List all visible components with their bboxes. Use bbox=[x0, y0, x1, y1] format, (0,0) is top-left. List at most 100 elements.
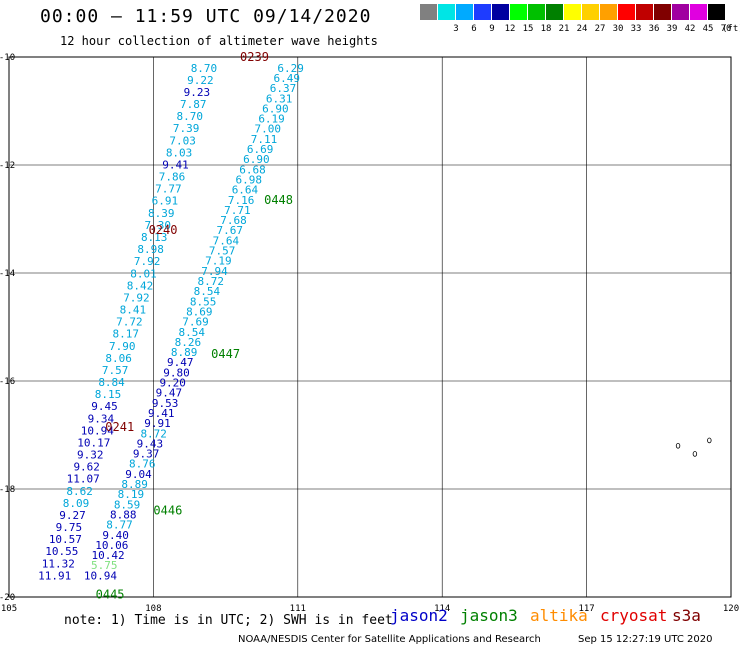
track-a-value: 7.90 bbox=[109, 340, 136, 353]
track-b-value: 7.71 bbox=[224, 204, 251, 217]
track-a-value: 7.86 bbox=[159, 171, 186, 184]
legend-label: 6 bbox=[471, 24, 477, 34]
track-a-value: 8.70 bbox=[191, 62, 218, 75]
legend-unit: (ft) bbox=[722, 24, 740, 34]
island-outline bbox=[675, 442, 681, 449]
x-tick-label: 108 bbox=[145, 604, 161, 614]
chart-title: 00:00 – 11:59 UTC 09/14/2020 bbox=[40, 6, 372, 27]
track-b-value: 8.26 bbox=[175, 336, 202, 349]
track-b-value: 9.47 bbox=[167, 356, 194, 369]
satellite-s3a: s3a bbox=[672, 606, 701, 625]
track-b-value: 6.90 bbox=[262, 102, 289, 115]
legend-swatch bbox=[672, 4, 689, 20]
track-b-value: 8.19 bbox=[118, 488, 145, 501]
legend-swatch bbox=[636, 4, 653, 20]
legend-swatch bbox=[510, 4, 527, 20]
plot-frame bbox=[8, 56, 732, 598]
footnote: note: 1) Time is in UTC; 2) SWH is in fe… bbox=[64, 613, 393, 628]
track-b-value: 6.31 bbox=[266, 92, 293, 105]
track-a-value: 10.55 bbox=[45, 545, 78, 558]
track-a-value: 11.07 bbox=[67, 473, 100, 486]
y-tick-label: -14 bbox=[0, 269, 15, 279]
track-b-value: 6.19 bbox=[258, 113, 285, 126]
track-a-value: 8.62 bbox=[66, 485, 93, 498]
track-b-value: 7.00 bbox=[255, 123, 282, 136]
x-tick-label: 105 bbox=[1, 604, 17, 614]
track-b-value: 6.49 bbox=[274, 72, 301, 85]
track-a-value: 7.39 bbox=[173, 122, 200, 135]
satellite-jason3: jason3 bbox=[460, 606, 518, 625]
track-b-value: 8.54 bbox=[178, 326, 205, 339]
track-b-value: 6.90 bbox=[243, 153, 270, 166]
track-b-value: 7.57 bbox=[209, 245, 236, 258]
track-b-value: 10.94 bbox=[84, 569, 117, 582]
track-a-value: 8.15 bbox=[95, 388, 122, 401]
island-outline bbox=[692, 451, 698, 457]
legend-label: 24 bbox=[576, 24, 588, 34]
track-a-value: 7.57 bbox=[102, 364, 129, 377]
pass-time-label: 0241 bbox=[105, 420, 134, 434]
legend-label: 70 bbox=[720, 24, 732, 34]
track-b-value: 6.29 bbox=[277, 62, 304, 75]
legend-label: 12 bbox=[504, 24, 516, 34]
track-a-value: 9.32 bbox=[77, 449, 104, 462]
x-tick-label: 114 bbox=[434, 604, 450, 614]
legend-swatch bbox=[528, 4, 545, 20]
pass-time-label: 0448 bbox=[264, 193, 293, 207]
track-a-value: 9.62 bbox=[73, 461, 100, 474]
track-b-value: 8.54 bbox=[194, 285, 221, 298]
track-a-value: 6.91 bbox=[152, 195, 179, 208]
track-a-value: 9.41 bbox=[162, 158, 189, 171]
track-a-value: 8.41 bbox=[120, 304, 147, 317]
track-b-value: 6.64 bbox=[232, 184, 259, 197]
x-tick-label: 111 bbox=[290, 604, 306, 614]
track-b-value: 9.91 bbox=[144, 417, 171, 430]
track-a-value: 11.91 bbox=[38, 569, 71, 582]
legend-swatch bbox=[474, 4, 491, 20]
legend-swatch bbox=[438, 4, 455, 20]
track-b-value: 8.88 bbox=[110, 508, 137, 521]
track-b-value: 9.47 bbox=[156, 387, 183, 400]
track-b-value: 10.06 bbox=[95, 539, 128, 552]
legend-swatch bbox=[456, 4, 473, 20]
legend-label: 30 bbox=[612, 24, 624, 34]
y-tick-label: -16 bbox=[0, 377, 15, 387]
track-a-value: 9.23 bbox=[184, 86, 211, 99]
legend-swatch bbox=[546, 4, 563, 20]
pass-time-label: 0239 bbox=[240, 50, 269, 64]
track-b-value: 7.19 bbox=[205, 255, 232, 268]
legend-label: 3 bbox=[453, 24, 459, 34]
track-a-value: 9.34 bbox=[88, 412, 115, 425]
track-b-value: 8.72 bbox=[197, 275, 224, 288]
track-b-value: 7.64 bbox=[213, 234, 240, 247]
track-a-value: 8.98 bbox=[137, 243, 164, 256]
y-tick-label: -12 bbox=[0, 161, 15, 171]
track-a-value: 9.45 bbox=[91, 400, 118, 413]
track-a-value: 7.77 bbox=[155, 183, 182, 196]
track-a-value: 8.01 bbox=[130, 267, 157, 280]
legend-label: 39 bbox=[666, 24, 678, 34]
track-b-value: 7.94 bbox=[201, 265, 228, 278]
generated-timestamp: Sep 15 12:27:19 UTC 2020 bbox=[578, 634, 713, 645]
track-b-value: 7.11 bbox=[251, 133, 278, 146]
track-a-value: 10.94 bbox=[81, 424, 114, 437]
track-a-value: 8.39 bbox=[148, 207, 175, 220]
track-b-value: 9.04 bbox=[125, 468, 152, 481]
track-b-value: 7.67 bbox=[216, 224, 243, 237]
legend-label: 15 bbox=[522, 24, 534, 34]
track-b-value: 9.37 bbox=[133, 448, 160, 461]
legend-swatch bbox=[690, 4, 707, 20]
track-a-value: 7.92 bbox=[123, 291, 150, 304]
chart-subtitle: 12 hour collection of altimeter wave hei… bbox=[60, 34, 378, 48]
track-a-value: 9.22 bbox=[187, 74, 214, 87]
legend-swatch bbox=[420, 4, 437, 20]
track-b-value: 6.37 bbox=[270, 82, 297, 95]
legend-label: 9 bbox=[489, 24, 495, 34]
legend-label: 45 bbox=[702, 24, 714, 34]
legend-label: 33 bbox=[630, 24, 642, 34]
track-b-value: 8.77 bbox=[106, 519, 133, 532]
legend-swatch bbox=[708, 4, 725, 20]
track-b-value: 8.55 bbox=[190, 295, 217, 308]
pass-time-label: 0240 bbox=[149, 223, 178, 237]
